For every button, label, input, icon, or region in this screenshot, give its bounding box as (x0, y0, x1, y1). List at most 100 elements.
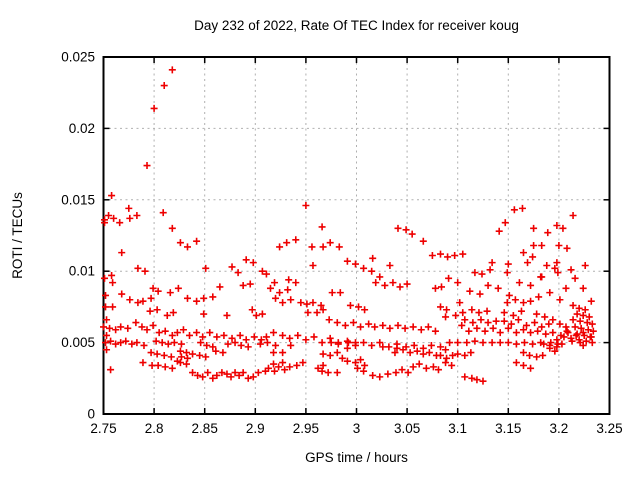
data-point (103, 331, 111, 339)
data-point (517, 307, 525, 315)
data-point (360, 367, 368, 375)
data-point (379, 343, 387, 351)
data-point (275, 363, 283, 371)
data-point (410, 341, 418, 349)
data-point (461, 351, 469, 359)
data-point (527, 364, 535, 372)
data-point (579, 329, 587, 337)
data-point (160, 82, 168, 90)
data-point (218, 369, 226, 377)
y-tick-label: 0.005 (61, 335, 95, 350)
data-point (302, 202, 310, 210)
data-point (263, 339, 271, 347)
data-point (117, 323, 125, 331)
data-point (117, 339, 125, 347)
data-point (551, 347, 559, 355)
data-point (126, 296, 134, 304)
data-point (527, 281, 535, 289)
data-point (304, 309, 312, 317)
data-point (118, 290, 126, 298)
data-point (287, 296, 295, 304)
data-point (582, 337, 590, 345)
data-point (317, 301, 325, 309)
data-point (193, 297, 201, 305)
data-point (109, 279, 117, 287)
data-point (573, 310, 581, 318)
data-point (103, 316, 111, 324)
data-point (264, 364, 272, 372)
data-point (409, 363, 417, 371)
data-point (200, 294, 208, 302)
data-point (335, 243, 343, 251)
data-point (294, 331, 302, 339)
data-point (143, 326, 151, 334)
data-point (202, 264, 210, 272)
y-axis-label: ROTI / TECUs (10, 192, 25, 279)
data-point (325, 316, 333, 324)
data-point (173, 329, 181, 337)
data-point (573, 330, 581, 338)
data-point (236, 331, 244, 339)
data-point (512, 359, 520, 367)
data-point (403, 280, 411, 288)
data-point (351, 359, 359, 367)
data-point (557, 331, 565, 339)
data-point (228, 263, 236, 271)
data-point (530, 241, 538, 249)
x-tick-label: 2.75 (90, 421, 116, 436)
data-point (384, 370, 392, 378)
data-point (537, 339, 545, 347)
data-point (239, 281, 247, 289)
data-point (583, 319, 591, 327)
data-point (248, 306, 256, 314)
data-point (385, 343, 393, 351)
data-point (164, 340, 172, 348)
data-point (176, 239, 184, 247)
data-point (360, 264, 368, 272)
data-point (494, 284, 502, 292)
data-point (399, 346, 407, 354)
data-point (284, 286, 292, 294)
data-point (108, 271, 116, 279)
data-points (100, 66, 597, 385)
data-point (196, 351, 204, 359)
data-point (213, 333, 221, 341)
data-point (539, 351, 547, 359)
data-point (376, 373, 384, 381)
data-point (533, 310, 541, 318)
data-point (436, 343, 444, 351)
data-point (272, 294, 280, 302)
data-point (519, 299, 527, 307)
data-point (479, 339, 487, 347)
data-point (436, 351, 444, 359)
data-point (519, 349, 527, 357)
data-point (484, 281, 492, 289)
data-point (381, 281, 389, 289)
data-point (293, 361, 301, 369)
data-point (147, 349, 155, 357)
data-point (333, 349, 341, 357)
data-point (392, 369, 400, 377)
data-point (571, 274, 579, 282)
data-point (579, 311, 587, 319)
data-point (177, 353, 185, 361)
data-point (228, 334, 236, 342)
data-point (404, 369, 412, 377)
data-point (270, 349, 278, 357)
data-point (147, 294, 155, 302)
data-point (209, 374, 217, 382)
data-point (179, 326, 187, 334)
data-point (213, 371, 221, 379)
data-point (168, 331, 176, 339)
data-point (431, 284, 439, 292)
data-point (310, 333, 318, 341)
data-point (376, 339, 384, 347)
data-point (422, 364, 430, 372)
data-point (292, 236, 300, 244)
data-point (141, 267, 149, 275)
data-point (139, 297, 147, 305)
data-point (514, 316, 522, 324)
data-point (170, 339, 178, 347)
data-point (549, 316, 557, 324)
data-point (549, 329, 557, 337)
